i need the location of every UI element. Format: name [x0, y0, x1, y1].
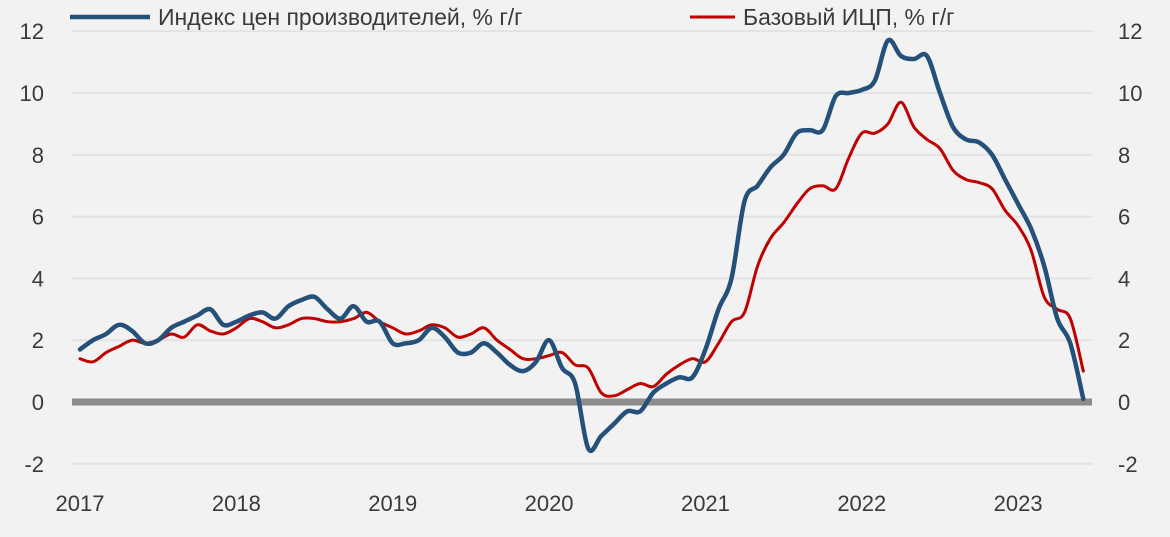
- x-tick-label: 2022: [837, 491, 886, 516]
- x-tick-label: 2021: [681, 491, 730, 516]
- y-tick-label-left: 2: [32, 328, 44, 353]
- y-tick-label-right: 10: [1118, 81, 1142, 106]
- y-tick-label-right: 0: [1118, 390, 1130, 415]
- series-line-ppi: [77, 37, 1086, 453]
- y-tick-label-right: 12: [1118, 19, 1142, 44]
- y-tick-label-right: 6: [1118, 205, 1130, 230]
- legend-label: Базовый ИЦП, % г/г: [743, 4, 955, 30]
- y-tick-label-left: 4: [32, 266, 44, 291]
- y-tick-label-left: -2: [24, 452, 44, 477]
- y-tick-label-right: 4: [1118, 266, 1130, 291]
- x-tick-label: 2020: [525, 491, 574, 516]
- series-line-core-cpi: [78, 100, 1085, 398]
- y-tick-label-right: 8: [1118, 143, 1130, 168]
- y-tick-label-left: 6: [32, 205, 44, 230]
- x-tick-label: 2018: [212, 491, 261, 516]
- y-tick-label-left: 12: [20, 19, 44, 44]
- y-tick-label-right: 2: [1118, 328, 1130, 353]
- x-tick-label: 2017: [56, 491, 105, 516]
- y-tick-label-left: 10: [20, 81, 44, 106]
- x-tick-label: 2019: [368, 491, 417, 516]
- y-tick-label-left: 0: [32, 390, 44, 415]
- x-tick-label: 2023: [994, 491, 1043, 516]
- y-tick-label-right: -2: [1118, 452, 1138, 477]
- y-tick-label-left: 8: [32, 143, 44, 168]
- legend-label: Индекс цен производителей, % г/г: [158, 4, 523, 30]
